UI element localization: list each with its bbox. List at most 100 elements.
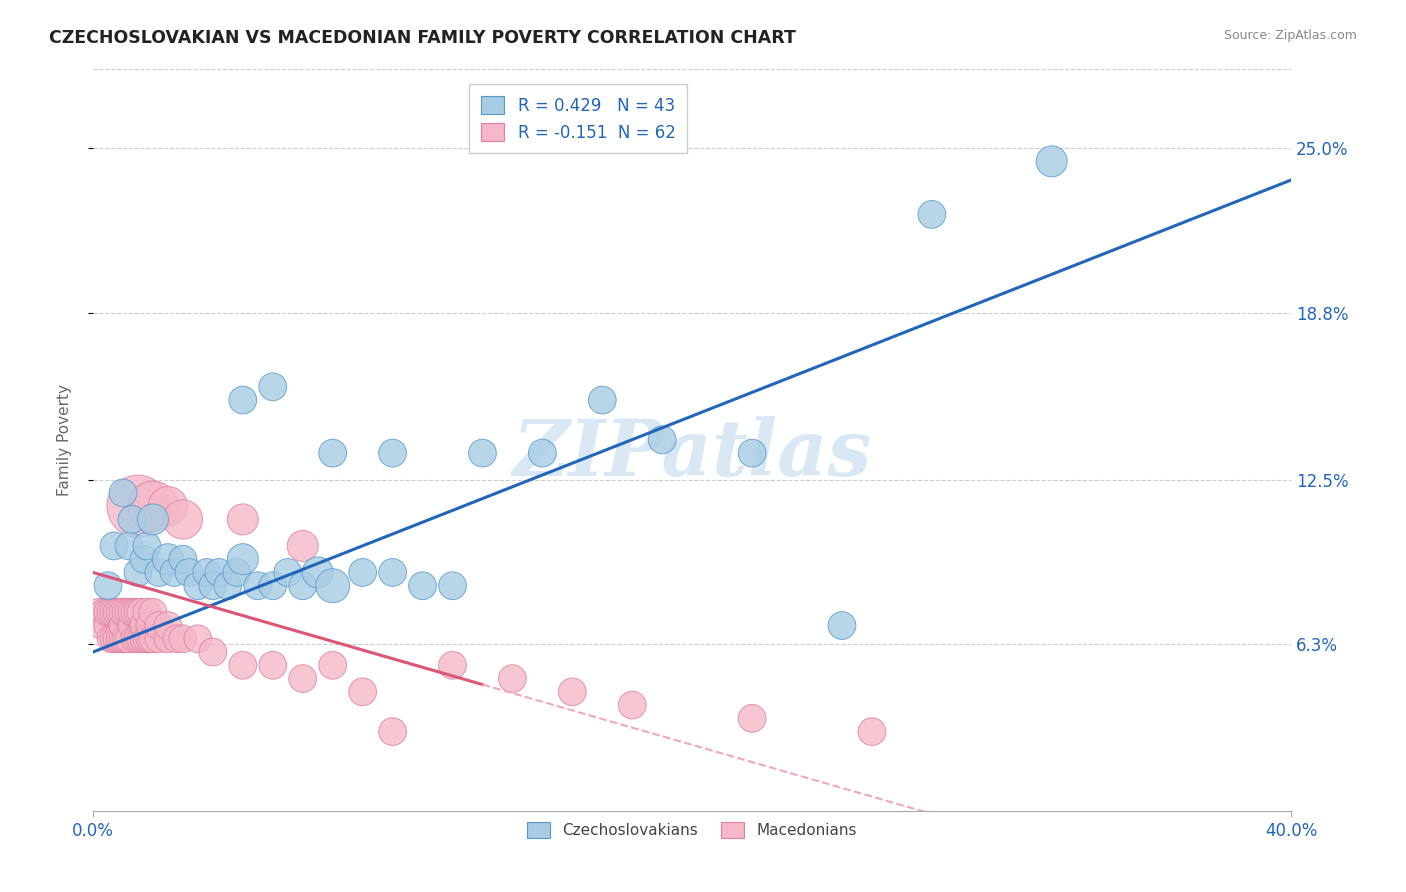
Point: [163, 566, 186, 580]
Point: [860, 724, 883, 739]
Point: [142, 512, 165, 526]
Point: [381, 566, 404, 580]
Point: [118, 539, 141, 553]
Point: [381, 446, 404, 460]
Point: [291, 672, 314, 686]
Point: [103, 539, 125, 553]
Point: [232, 552, 254, 566]
Point: [172, 632, 194, 646]
Point: [127, 566, 149, 580]
Point: [139, 618, 162, 632]
Point: [115, 632, 138, 646]
Point: [100, 605, 122, 619]
Point: [129, 605, 152, 619]
Point: [352, 566, 374, 580]
Point: [115, 605, 138, 619]
Point: [87, 605, 110, 619]
Point: [156, 552, 179, 566]
Point: [561, 685, 583, 699]
Point: [132, 552, 155, 566]
Point: [100, 632, 122, 646]
Point: [232, 393, 254, 408]
Point: [291, 579, 314, 593]
Text: ZIPatlas: ZIPatlas: [512, 417, 872, 493]
Point: [187, 632, 209, 646]
Text: Source: ZipAtlas.com: Source: ZipAtlas.com: [1223, 29, 1357, 43]
Point: [148, 632, 170, 646]
Point: [591, 393, 613, 408]
Y-axis label: Family Poverty: Family Poverty: [58, 384, 72, 496]
Point: [291, 539, 314, 553]
Point: [108, 605, 131, 619]
Point: [142, 605, 165, 619]
Point: [412, 579, 434, 593]
Point: [201, 645, 224, 659]
Point: [132, 618, 155, 632]
Point: [166, 632, 188, 646]
Point: [156, 618, 179, 632]
Point: [91, 618, 114, 632]
Point: [441, 658, 464, 673]
Point: [103, 605, 125, 619]
Point: [156, 499, 179, 513]
Point: [225, 566, 247, 580]
Point: [121, 605, 143, 619]
Point: [177, 566, 200, 580]
Point: [105, 605, 128, 619]
Point: [136, 632, 159, 646]
Point: [132, 632, 155, 646]
Point: [232, 658, 254, 673]
Point: [201, 579, 224, 593]
Point: [262, 380, 284, 394]
Point: [381, 724, 404, 739]
Point: [217, 579, 239, 593]
Point: [148, 566, 170, 580]
Point: [136, 539, 159, 553]
Point: [651, 433, 673, 447]
Point: [621, 698, 644, 712]
Point: [136, 605, 159, 619]
Point: [97, 579, 120, 593]
Point: [262, 579, 284, 593]
Point: [118, 632, 141, 646]
Point: [531, 446, 554, 460]
Text: CZECHOSLOVAKIAN VS MACEDONIAN FAMILY POVERTY CORRELATION CHART: CZECHOSLOVAKIAN VS MACEDONIAN FAMILY POV…: [49, 29, 796, 47]
Point: [741, 446, 763, 460]
Point: [501, 672, 523, 686]
Point: [921, 207, 943, 221]
Point: [127, 605, 149, 619]
Point: [246, 579, 269, 593]
Point: [195, 566, 218, 580]
Point: [352, 685, 374, 699]
Point: [441, 579, 464, 593]
Point: [139, 632, 162, 646]
Point: [208, 566, 231, 580]
Point: [307, 566, 329, 580]
Point: [129, 632, 152, 646]
Point: [127, 632, 149, 646]
Point: [172, 512, 194, 526]
Point: [94, 605, 117, 619]
Point: [121, 618, 143, 632]
Point: [148, 618, 170, 632]
Point: [118, 605, 141, 619]
Point: [142, 632, 165, 646]
Point: [277, 566, 299, 580]
Point: [187, 579, 209, 593]
Point: [108, 632, 131, 646]
Point: [111, 618, 134, 632]
Point: [156, 632, 179, 646]
Point: [741, 711, 763, 725]
Point: [97, 605, 120, 619]
Point: [262, 658, 284, 673]
Point: [121, 512, 143, 526]
Point: [105, 632, 128, 646]
Point: [322, 658, 344, 673]
Point: [471, 446, 494, 460]
Point: [103, 632, 125, 646]
Point: [97, 618, 120, 632]
Point: [232, 512, 254, 526]
Point: [831, 618, 853, 632]
Legend: Czechoslovakians, Macedonians: Czechoslovakians, Macedonians: [522, 816, 863, 845]
Point: [124, 632, 146, 646]
